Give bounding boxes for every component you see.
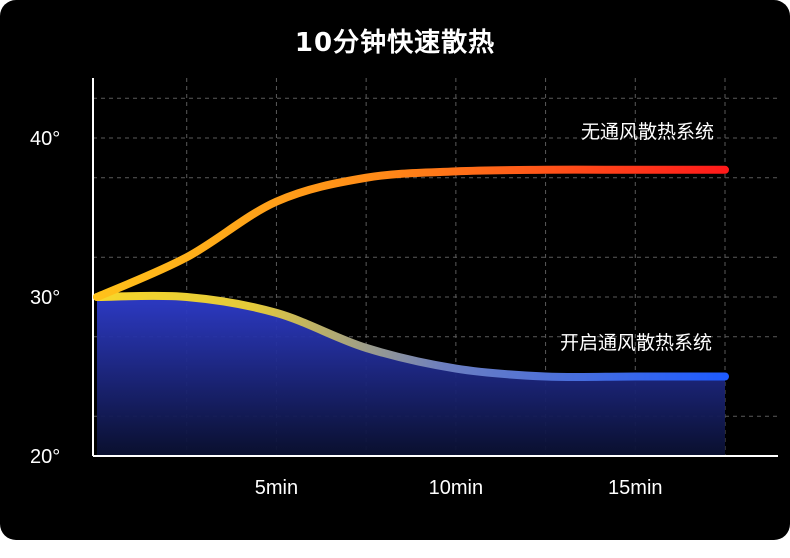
series-label-no-ventilation: 无通风散热系统 [581,121,714,143]
y-tick-label: 40° [30,128,60,150]
series-line-no-ventilation [93,165,729,301]
cooling-area-fill [97,295,725,456]
y-tick-label: 30° [30,287,60,309]
x-tick-label: 5min [255,477,298,499]
series-label-with-ventilation: 开启通风散热系统 [560,332,712,354]
chart-card: 10分钟快速散热 20° 30° 40° 5min 10min 15min 无通风散热系统开 [0,0,790,540]
x-tick-label: 10min [429,477,483,499]
series-line-with-ventilation [93,291,729,382]
chart-title: 10分钟快速散热 [294,28,496,58]
y-tick-label: 20° [30,446,60,468]
x-tick-label: 15min [608,477,662,499]
